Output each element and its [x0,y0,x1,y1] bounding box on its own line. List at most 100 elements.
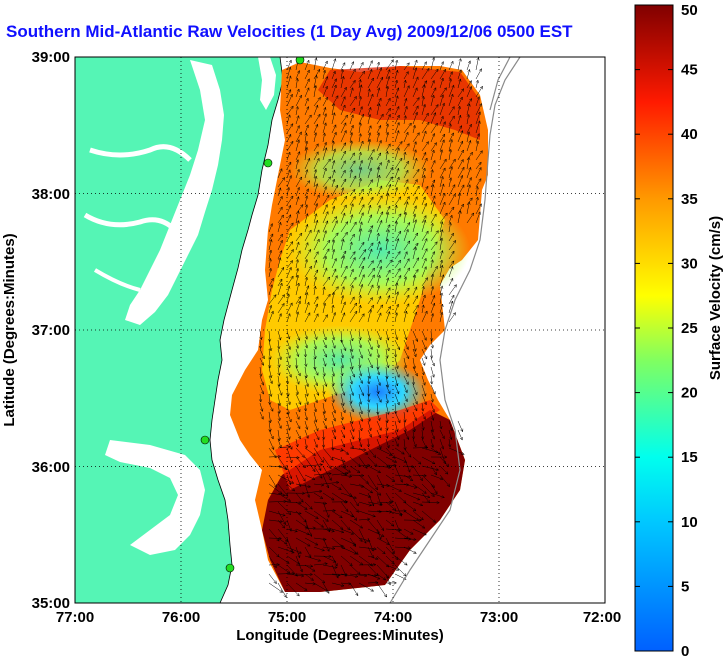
vector-arrow [376,330,382,341]
vector-arrowhead [287,364,291,369]
vector-arrow [286,411,292,423]
vector-arrow [304,158,310,170]
vector-arrowhead [345,451,350,455]
vector-arrow [430,366,435,378]
vector-arrow [412,456,422,465]
vector-arrowhead [358,122,362,126]
vector-arrow [286,134,292,143]
vector-arrow [376,162,382,170]
vector-arrow [340,276,347,287]
vector-arrow [457,149,464,161]
vector-arrow [322,420,327,429]
vector-arrowhead [452,184,456,188]
vector-arrowhead [278,356,282,361]
vector-arrow [295,159,299,170]
vector-arrowhead [296,416,300,421]
vector-arrow [412,304,419,314]
vector-arrow [430,149,435,161]
vector-arrow [385,330,389,341]
vector-arrowhead [358,437,362,442]
vector-arrow [448,312,456,323]
vector-arrowhead [396,303,399,308]
vector-arrowhead [325,518,329,522]
vector-arrowhead [310,564,314,568]
vector-arrowhead [434,265,438,270]
vector-arrowhead [385,150,389,155]
vector-arrow [367,179,373,188]
vector-arrow [295,366,301,377]
vector-arrowhead [332,546,336,550]
vector-arrowhead [379,502,384,506]
vector-arrowhead [327,158,331,163]
vector-arrowhead [469,98,473,102]
vector-arrowhead [404,562,408,566]
vector-arrow [277,446,291,449]
vector-arrow [376,304,384,314]
vector-arrowhead [296,381,300,385]
vector-arrowhead [343,122,347,126]
vector-arrowhead [451,206,455,211]
vector-arrow [367,384,370,397]
vector-arrow [331,148,336,161]
vector-arrowhead [405,228,409,233]
vector-arrowhead [366,444,371,448]
vector-arrowhead [407,469,411,473]
vector-arrowhead [315,382,319,387]
vector-arrowhead [432,436,436,440]
vector-arrow [340,582,352,585]
vector-arrowhead [308,248,312,253]
vector-arrowhead [369,179,373,183]
vector-arrowhead [423,474,428,478]
vector-arrow [448,266,453,278]
vector-arrowhead [358,95,362,100]
vector-arrow [268,393,271,405]
vector-arrow [322,411,327,421]
velocity-green-band-2 [290,140,430,200]
vector-arrowhead [323,302,327,306]
vector-arrowhead [352,68,356,73]
vector-arrow [358,178,362,188]
vector-arrowhead [260,416,264,420]
vector-arrowhead [388,183,392,188]
vector-arrow [421,357,426,366]
vector-arrow [313,429,320,440]
vector-arrowhead [287,436,291,440]
vector-arrowhead [433,87,437,91]
vector-arrowhead [451,84,455,89]
vector-arrowhead [278,257,282,261]
vector-arrow [340,366,343,376]
vector-arrow [385,224,391,233]
vector-arrowhead [342,212,346,217]
vector-arrowhead [341,187,345,191]
vector-arrow [376,113,384,125]
vector-arrow [367,107,372,116]
vector-arrowhead [478,178,482,182]
vector-arrow [421,339,427,350]
vector-arrowhead [352,188,356,193]
vector-arrow [313,313,319,323]
vector-arrow [304,69,310,80]
vector-arrowhead [288,66,292,71]
vector-arrow [349,492,359,507]
vector-arrow [358,284,363,296]
vector-arrow [349,269,354,278]
vector-arrow [457,210,461,224]
vector-arrow [385,420,388,431]
vector-arrow [349,402,354,413]
vector-arrow [376,67,382,80]
vector-arrowhead [288,374,292,378]
vector-arrow [349,87,354,98]
vector-arrow [439,102,445,116]
vector-arrowhead [349,168,353,173]
vector-arrow [331,184,339,197]
vector-arrowhead [419,477,423,482]
vector-arrowhead [302,464,306,469]
vector-arrow [367,339,373,350]
vector-arrow [340,187,344,197]
vector-arrow [475,186,478,197]
vector-arrowhead [432,195,436,199]
vector-arrowhead [386,159,390,163]
vector-arrow [340,339,347,351]
vector-arrowhead [440,303,444,308]
vector-arrowhead [424,157,428,162]
